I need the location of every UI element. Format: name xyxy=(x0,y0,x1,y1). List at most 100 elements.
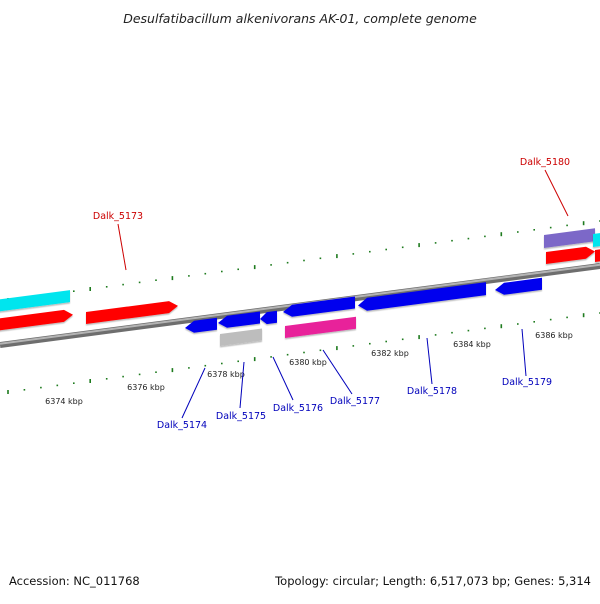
ruler-labels: 6374 kbp 6376 kbp 6378 kbp 6380 kbp 6382… xyxy=(45,331,573,406)
gene-label-dalk-5177[interactable]: Dalk_5177 xyxy=(330,396,380,407)
lower-tick-25 xyxy=(418,335,420,340)
leader-dalk-5177 xyxy=(322,349,353,395)
ruler-label-6382: 6382 kbp xyxy=(371,349,409,358)
upper-tick-21 xyxy=(352,253,355,255)
upper-tick-29 xyxy=(484,235,486,238)
upper-tick-12 xyxy=(204,272,207,275)
leader-dalk-5175 xyxy=(239,361,245,409)
lower-tick-16 xyxy=(270,356,272,358)
lower-tick-18 xyxy=(303,351,305,354)
upper-tick-24 xyxy=(401,246,404,249)
ruler-label-6376: 6376 kbp xyxy=(127,383,165,392)
upper-tick-34 xyxy=(566,224,568,227)
upper-tick-23 xyxy=(385,248,387,251)
lower-tick-2 xyxy=(40,386,42,389)
lower-tick-32 xyxy=(533,321,535,323)
lower-tick-34 xyxy=(566,316,568,319)
ruler-label-6380: 6380 kbp xyxy=(289,358,327,367)
upper-tick-14 xyxy=(237,268,239,271)
lower-tick-31 xyxy=(517,323,519,325)
upper-tick-15 xyxy=(253,265,256,270)
cyan-feature-left xyxy=(0,290,70,312)
ruler-label-6374: 6374 kbp xyxy=(45,397,83,406)
cds-dalk-5178 xyxy=(358,282,486,311)
lower-tick-21 xyxy=(352,345,355,347)
upper-tick-19 xyxy=(319,257,322,260)
pink-feature xyxy=(285,316,356,338)
lower-tick-20 xyxy=(336,346,338,351)
upper-tick-33 xyxy=(549,226,552,229)
cyan-feature-right xyxy=(593,233,600,247)
upper-tick-13 xyxy=(221,270,223,273)
upper-tick-8 xyxy=(138,281,141,284)
gene-label-dalk-5175[interactable]: Dalk_5175 xyxy=(216,411,266,422)
leader-dalk-5178 xyxy=(426,337,433,385)
gene-label-dalk-5173[interactable]: Dalk_5173 xyxy=(93,211,143,222)
lower-tick-26 xyxy=(434,334,437,336)
topology-text: Topology: circular; Length: 6,517,073 bp… xyxy=(274,574,591,588)
gene-labels: Dalk_5173 Dalk_5174 Dalk_5175 Dalk_5176 … xyxy=(93,157,570,431)
lower-tick-8 xyxy=(138,373,141,376)
lower-tick-35 xyxy=(582,313,585,318)
cds-dalk-5172 xyxy=(0,309,73,331)
cds-dalk-5180 xyxy=(546,246,595,264)
ruler-label-6386: 6386 kbp xyxy=(535,331,573,340)
gene-label-dalk-5176[interactable]: Dalk_5176 xyxy=(273,403,323,414)
upper-tick-28 xyxy=(467,237,470,240)
lower-tick-3 xyxy=(56,384,59,387)
reverse-ruler-ticks xyxy=(7,312,600,394)
cds-dalk-5176 xyxy=(260,310,277,325)
gene-label-dalk-5179[interactable]: Dalk_5179 xyxy=(502,377,552,388)
upper-tick-26 xyxy=(434,242,437,244)
upper-tick-27 xyxy=(451,239,453,242)
upper-tick-6 xyxy=(105,286,108,288)
upper-tick-22 xyxy=(369,250,371,253)
lower-tick-10 xyxy=(171,368,174,373)
gene-label-dalk-5180[interactable]: Dalk_5180 xyxy=(520,157,570,168)
upper-tick-25 xyxy=(418,243,420,248)
leader-dalk-5179 xyxy=(521,328,527,377)
lower-tick-33 xyxy=(549,318,552,321)
ruler-label-6384: 6384 kbp xyxy=(453,340,491,349)
leader-dalk-5176 xyxy=(272,356,294,401)
lower-tick-14 xyxy=(237,360,239,363)
gray-feature xyxy=(220,328,262,346)
lower-tick-5 xyxy=(89,379,91,383)
lower-tick-6 xyxy=(105,378,108,380)
cds-dalk-5181 xyxy=(595,249,600,262)
lower-tick-4 xyxy=(73,382,75,384)
gene-label-dalk-5178[interactable]: Dalk_5178 xyxy=(407,386,457,397)
gene-label-leaders xyxy=(117,169,569,419)
lower-tick-17 xyxy=(286,353,289,356)
lower-tick-23 xyxy=(385,340,387,343)
lower-tick-19 xyxy=(319,349,322,352)
cds-dalk-5173 xyxy=(86,301,178,324)
lower-tick-13 xyxy=(221,362,223,365)
upper-tick-35 xyxy=(582,221,585,226)
lower-tick-24 xyxy=(401,338,404,341)
upper-tick-7 xyxy=(122,283,124,286)
cds-dalk-5174 xyxy=(185,317,217,333)
cds-dalk-5175 xyxy=(218,311,260,328)
lower-tick-15 xyxy=(253,357,256,362)
cds-dalk-5177 xyxy=(283,296,355,317)
upper-tick-16 xyxy=(270,264,272,266)
lower-tick-11 xyxy=(188,367,190,369)
upper-tick-11 xyxy=(188,275,190,277)
lower-tick-7 xyxy=(122,375,124,378)
leader-dalk-5180 xyxy=(544,169,569,217)
lower-tick-29 xyxy=(484,327,486,330)
upper-tick-18 xyxy=(303,259,305,262)
upper-tick-5 xyxy=(89,287,91,291)
upper-tick-10 xyxy=(171,276,174,281)
upper-tick-30 xyxy=(500,232,503,237)
leader-dalk-5173 xyxy=(117,223,127,271)
ruler-label-6378: 6378 kbp xyxy=(207,370,245,379)
upper-tick-20 xyxy=(336,254,338,259)
lower-tick-12 xyxy=(204,364,207,367)
cds-dalk-5179 xyxy=(495,277,542,295)
upper-tick-31 xyxy=(517,231,519,233)
gene-label-dalk-5174[interactable]: Dalk_5174 xyxy=(157,420,207,431)
